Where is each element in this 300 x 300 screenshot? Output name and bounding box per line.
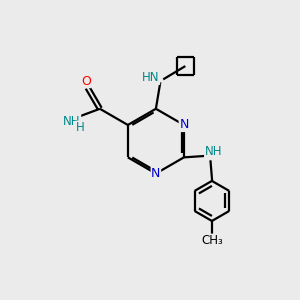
Text: HN: HN (142, 71, 160, 84)
Text: NH: NH (205, 145, 222, 158)
Text: CH₃: CH₃ (201, 234, 223, 247)
Text: O: O (81, 75, 91, 88)
Text: NH: NH (63, 115, 81, 128)
Text: N: N (151, 167, 160, 180)
Text: N: N (179, 118, 189, 131)
Text: H: H (76, 121, 85, 134)
